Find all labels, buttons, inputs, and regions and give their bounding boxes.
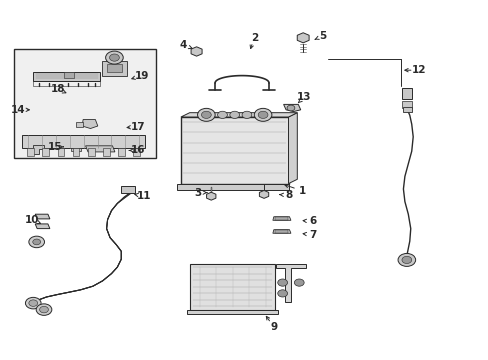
Circle shape (40, 306, 48, 313)
Polygon shape (272, 230, 290, 233)
Bar (121, 186, 135, 193)
Bar (106, 64, 122, 72)
Polygon shape (297, 33, 308, 43)
Bar (118, 148, 124, 156)
Bar (87, 148, 94, 156)
Circle shape (286, 105, 294, 111)
Polygon shape (35, 214, 50, 219)
Text: 10: 10 (24, 215, 39, 225)
Bar (102, 61, 127, 76)
Polygon shape (35, 224, 50, 229)
Polygon shape (33, 72, 100, 81)
Circle shape (29, 300, 38, 306)
Bar (187, 310, 277, 314)
Polygon shape (181, 113, 297, 117)
Bar (73, 148, 80, 156)
Text: 1: 1 (298, 186, 305, 196)
Text: 6: 6 (309, 216, 316, 226)
Bar (14, 49, 155, 158)
Text: 15: 15 (47, 142, 62, 152)
Circle shape (109, 54, 119, 61)
Polygon shape (288, 113, 297, 184)
Circle shape (36, 304, 52, 315)
Circle shape (229, 111, 239, 118)
Circle shape (258, 111, 267, 118)
Circle shape (277, 290, 287, 297)
Bar (58, 148, 64, 156)
Text: 17: 17 (130, 122, 145, 132)
Bar (177, 184, 288, 190)
Circle shape (33, 239, 41, 245)
Circle shape (217, 111, 227, 118)
Polygon shape (85, 146, 115, 152)
Circle shape (201, 111, 211, 118)
Polygon shape (76, 122, 83, 127)
Polygon shape (276, 264, 305, 302)
Circle shape (29, 236, 44, 248)
Bar (181, 117, 288, 184)
Text: 14: 14 (11, 105, 26, 115)
Polygon shape (206, 192, 216, 200)
Bar (401, 88, 411, 99)
Text: 11: 11 (137, 191, 151, 201)
Bar (63, 72, 74, 78)
Bar (274, 230, 287, 233)
Bar (403, 107, 411, 112)
Text: 8: 8 (285, 190, 291, 200)
Bar (274, 217, 287, 220)
Text: 4: 4 (179, 40, 187, 50)
Bar (102, 148, 109, 156)
Circle shape (242, 111, 251, 118)
Bar (133, 148, 140, 156)
Text: 19: 19 (134, 71, 149, 81)
Text: 12: 12 (411, 65, 426, 75)
Polygon shape (82, 120, 98, 129)
Text: 2: 2 (250, 33, 257, 43)
Circle shape (294, 279, 304, 286)
Text: 16: 16 (130, 145, 145, 156)
Text: 13: 13 (296, 92, 311, 102)
Text: 7: 7 (308, 230, 316, 240)
Bar (42, 148, 49, 156)
Circle shape (254, 108, 271, 121)
Circle shape (25, 297, 41, 309)
Text: 5: 5 (319, 31, 325, 41)
Bar (33, 81, 100, 86)
Bar (22, 135, 145, 148)
Text: 18: 18 (50, 84, 65, 94)
Polygon shape (283, 104, 300, 112)
Bar (401, 101, 411, 108)
Polygon shape (33, 145, 44, 154)
Circle shape (105, 51, 123, 64)
Polygon shape (272, 217, 290, 220)
Text: 3: 3 (194, 188, 201, 198)
Bar (27, 148, 34, 156)
Circle shape (277, 279, 287, 286)
Circle shape (401, 256, 411, 264)
Text: 9: 9 (270, 322, 277, 332)
Bar (189, 264, 275, 310)
Polygon shape (71, 148, 81, 151)
Polygon shape (259, 190, 268, 198)
Circle shape (197, 108, 215, 121)
Circle shape (397, 253, 415, 266)
Polygon shape (191, 47, 202, 56)
